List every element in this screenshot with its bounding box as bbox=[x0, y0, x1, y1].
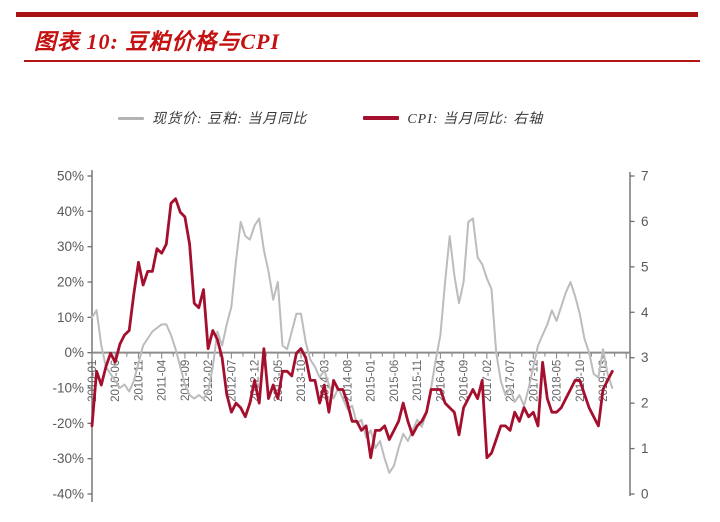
right-axis-tick-label: 7 bbox=[641, 169, 649, 184]
right-axis-tick-label: 1 bbox=[641, 441, 649, 456]
x-axis-tick-label: 2017-12 bbox=[528, 360, 540, 402]
legend-label-cpi: CPI: 当月同比: 右轴 bbox=[407, 112, 544, 127]
right-axis-tick-label: 4 bbox=[641, 305, 649, 320]
x-axis-tick-label: 2010-11 bbox=[133, 360, 145, 401]
chart-legend: 现货价: 豆粕: 当月同比 CPI: 当月同比: 右轴 bbox=[118, 108, 598, 128]
right-axis-tick-label: 5 bbox=[641, 259, 649, 274]
left-axis-tick-label: -10% bbox=[52, 381, 84, 396]
x-axis-tick-label: 2016-04 bbox=[435, 359, 447, 402]
legend-label-spot-price: 现货价: 豆粕: 当月同比 bbox=[152, 112, 308, 127]
left-axis-tick-label: 50% bbox=[57, 169, 84, 184]
spot-price-line-swatch-icon bbox=[118, 116, 144, 120]
x-axis-tick-label: 2014-08 bbox=[343, 360, 355, 402]
right-axis-tick-label: 3 bbox=[641, 350, 649, 365]
left-axis-tick-label: 30% bbox=[57, 239, 84, 254]
title-underline bbox=[24, 60, 700, 62]
cpi-line-swatch-icon bbox=[363, 116, 400, 120]
right-axis-tick-label: 2 bbox=[641, 396, 649, 411]
left-axis-tick-label: 10% bbox=[57, 310, 84, 325]
page-title: 图表 10: 豆粕价格与CPI bbox=[34, 29, 281, 54]
right-axis-tick-label: 6 bbox=[641, 214, 649, 229]
x-axis-tick-label: 2011-04 bbox=[157, 359, 169, 401]
left-axis-tick-label: -30% bbox=[52, 451, 84, 466]
x-axis-tick-label: 2011-09 bbox=[180, 360, 192, 401]
x-axis-tick-label: 2015-06 bbox=[389, 360, 401, 402]
legend-item-cpi: CPI: 当月同比: 右轴 bbox=[363, 108, 543, 128]
left-axis-tick-label: -20% bbox=[52, 416, 84, 431]
x-axis-tick-label: 2015-01 bbox=[366, 360, 378, 402]
x-axis-tick-label: 2012-07 bbox=[226, 360, 238, 402]
left-axis-tick-label: 0% bbox=[64, 345, 84, 360]
cpi-series-line bbox=[90, 197, 614, 460]
x-axis-tick-label: 2017-07 bbox=[505, 360, 517, 402]
x-axis-tick-label: 2015-11 bbox=[412, 360, 424, 401]
right-axis-tick-label: 0 bbox=[641, 487, 649, 502]
x-axis-tick-label: 2016-09 bbox=[459, 360, 471, 402]
left-axis-tick-label: 40% bbox=[57, 204, 84, 219]
left-axis-tick-label: 20% bbox=[57, 275, 84, 290]
legend-item-spot-price: 现货价: 豆粕: 当月同比 bbox=[118, 108, 307, 128]
spot-price-series-line bbox=[91, 217, 614, 474]
x-axis-tick-label: 2013-10 bbox=[296, 360, 308, 402]
x-axis-tick-label: 2017-02 bbox=[482, 360, 494, 402]
x-axis-tick-label: 2018-05 bbox=[552, 360, 564, 402]
left-axis-tick-label: -40% bbox=[52, 487, 84, 502]
top-rule bbox=[16, 12, 698, 17]
